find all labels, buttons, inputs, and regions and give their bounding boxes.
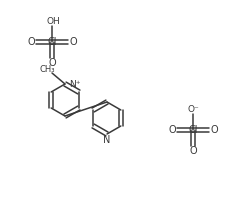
Text: N⁺: N⁺	[69, 80, 81, 88]
Text: N: N	[103, 135, 111, 145]
Text: O: O	[168, 125, 176, 135]
Text: O: O	[48, 58, 56, 68]
Text: O: O	[189, 146, 197, 156]
Text: O: O	[27, 37, 35, 47]
Text: Cl: Cl	[188, 125, 198, 135]
Text: O: O	[210, 125, 218, 135]
Text: CH₃: CH₃	[39, 64, 55, 73]
Text: O⁻: O⁻	[187, 104, 199, 113]
Text: OH: OH	[46, 17, 60, 25]
Text: Cl: Cl	[47, 37, 57, 47]
Text: O: O	[69, 37, 77, 47]
